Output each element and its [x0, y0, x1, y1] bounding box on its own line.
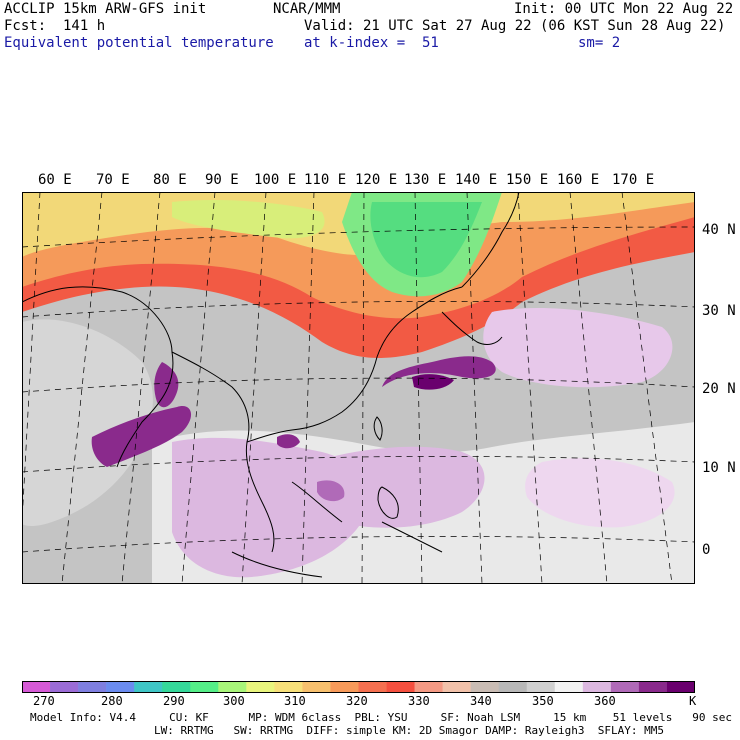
lon-label: 120 E — [355, 172, 398, 188]
colorbar-swatch — [610, 681, 640, 693]
colorbar-swatch — [386, 681, 415, 693]
header-institution: NCAR/MMM — [273, 1, 341, 17]
lon-label: 70 E — [96, 172, 130, 188]
lon-label: 170 E — [612, 172, 655, 188]
warm-mid-latitude-bands — [22, 192, 695, 358]
lon-label: 100 E — [254, 172, 297, 188]
theta-e-map — [22, 192, 695, 584]
footer-model-info: Model Info: V4.4 CU: KF MP: WDM 6class P… — [30, 711, 732, 724]
lat-label: 10 N — [702, 460, 736, 476]
lon-label: 60 E — [38, 172, 72, 188]
coastlines — [22, 192, 520, 578]
lon-label: 140 E — [455, 172, 498, 188]
colorbar-swatch — [666, 681, 695, 693]
colorbar-label: 320 — [346, 694, 368, 708]
colorbar-label: 270 — [33, 694, 55, 708]
colorbar-swatch — [106, 681, 135, 693]
colorbar-swatch — [358, 681, 387, 693]
lon-label: 130 E — [404, 172, 447, 188]
colorbar-swatch — [246, 681, 275, 693]
colorbar-swatch — [470, 681, 500, 693]
colorbar-swatch — [526, 681, 556, 693]
lon-label: 80 E — [153, 172, 187, 188]
header-model-title: ACCLIP 15km ARW-GFS init — [4, 1, 207, 17]
colorbar-swatch — [582, 681, 612, 693]
colorbar-unit: K — [689, 694, 697, 708]
colorbar-swatch — [554, 681, 584, 693]
lat-lon-grid — [22, 192, 695, 584]
colorbar — [22, 681, 695, 693]
colorbar-swatch — [22, 681, 51, 693]
colorbar-label: 360 — [594, 694, 616, 708]
colorbar-swatch — [414, 681, 443, 693]
lon-label: 160 E — [557, 172, 600, 188]
colorbar-label: 290 — [163, 694, 185, 708]
colorbar-swatch — [134, 681, 163, 693]
colorbar-swatch — [190, 681, 219, 693]
header-valid-time: Valid: 21 UTC Sat 27 Aug 22 (06 KST Sun … — [304, 18, 726, 34]
lat-label: 30 N — [702, 303, 736, 319]
colorbar-label: 300 — [223, 694, 245, 708]
colorbar-swatch — [274, 681, 303, 693]
colorbar-swatch — [302, 681, 331, 693]
colorbar-label: 350 — [532, 694, 554, 708]
lon-label: 90 E — [205, 172, 239, 188]
header-level: at k-index = 51 — [304, 35, 439, 51]
header-forecast-hour: Fcst: 141 h — [4, 18, 106, 34]
colorbar-label: 340 — [470, 694, 492, 708]
header-field-name: Equivalent potential temperature — [4, 35, 274, 51]
colorbar-swatch — [50, 681, 79, 693]
lat-label: 0 — [702, 542, 711, 558]
colorbar-swatch — [330, 681, 359, 693]
colorbar-frame — [22, 681, 695, 693]
lon-label: 150 E — [506, 172, 549, 188]
lat-label: 20 N — [702, 381, 736, 397]
colorbar-label: 330 — [408, 694, 430, 708]
lon-label: 110 E — [304, 172, 347, 188]
header-init-time: Init: 00 UTC Mon 22 Aug 22 — [514, 1, 734, 17]
colorbar-swatch — [162, 681, 191, 693]
colorbar-swatch — [638, 681, 668, 693]
colorbar-swatch — [218, 681, 247, 693]
colorbar-swatch — [442, 681, 471, 693]
colorbar-swatch — [78, 681, 107, 693]
colorbar-label: 280 — [101, 694, 123, 708]
footer-physics-info: LW: RRTMG SW: RRTMG DIFF: simple KM: 2D … — [154, 724, 664, 737]
colorbar-label: 310 — [284, 694, 306, 708]
tropical-moist-regions — [22, 307, 695, 584]
colorbar-swatch — [498, 681, 528, 693]
header-smoothing: sm= 2 — [578, 35, 621, 51]
map-frame — [22, 192, 695, 584]
lat-label: 40 N — [702, 222, 736, 238]
